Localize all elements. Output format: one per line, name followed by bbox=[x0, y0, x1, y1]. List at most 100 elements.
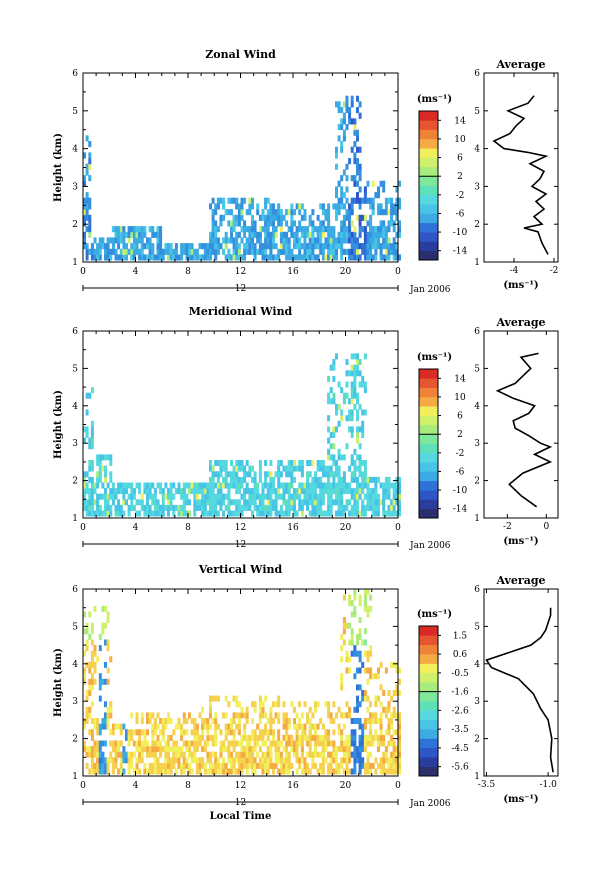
heatmap-cell bbox=[387, 768, 391, 775]
heatmap-cell bbox=[83, 203, 86, 210]
heatmap-cell bbox=[377, 476, 380, 483]
heatmap-cell bbox=[127, 729, 131, 736]
heatmap-cell bbox=[237, 740, 241, 747]
heatmap-cell bbox=[227, 729, 231, 736]
heatmap-cell bbox=[269, 493, 273, 500]
heatmap-cell bbox=[285, 220, 289, 227]
heatmap-cell bbox=[201, 757, 205, 764]
heatmap-cell bbox=[104, 605, 107, 612]
heatmap-cell bbox=[85, 645, 89, 652]
heatmap-cell bbox=[350, 432, 354, 438]
heatmap-cell bbox=[219, 768, 223, 775]
y-tick-label: 4 bbox=[72, 145, 78, 155]
heatmap-cell bbox=[253, 476, 257, 483]
average-y-tick-label: 2 bbox=[474, 735, 480, 745]
heatmap-cell bbox=[311, 762, 315, 769]
heatmap-cell bbox=[342, 392, 346, 399]
heatmap-cell bbox=[256, 488, 260, 495]
heatmap-cell bbox=[146, 482, 149, 489]
heatmap-cell bbox=[106, 504, 110, 511]
heatmap-cell bbox=[398, 718, 401, 724]
heatmap-cell bbox=[350, 650, 354, 657]
heatmap-cell bbox=[101, 740, 105, 747]
heatmap-cell bbox=[356, 650, 359, 657]
heatmap-cell bbox=[358, 723, 362, 730]
heatmap-cell bbox=[138, 751, 142, 758]
heatmap-cell bbox=[159, 729, 163, 736]
heatmap-cell bbox=[245, 471, 249, 478]
heatmap-cell bbox=[285, 243, 289, 250]
heatmap-cell bbox=[324, 510, 328, 517]
heatmap-cell bbox=[319, 488, 323, 495]
heatmap-cell bbox=[335, 248, 338, 255]
heatmap-cell bbox=[106, 723, 110, 730]
heatmap-cell bbox=[237, 482, 241, 489]
heatmap-cell bbox=[371, 762, 375, 769]
heatmap-cell bbox=[206, 493, 210, 500]
heatmap-cell bbox=[332, 375, 336, 382]
heatmap-cell bbox=[222, 746, 226, 753]
heatmap-cell bbox=[363, 482, 367, 489]
heatmap-cell bbox=[363, 667, 367, 674]
heatmap-cell bbox=[151, 723, 155, 730]
heatmap-cell bbox=[138, 237, 142, 244]
heatmap-cell bbox=[371, 673, 375, 680]
heatmap-cell bbox=[300, 499, 304, 506]
heatmap-cell bbox=[140, 499, 144, 506]
heatmap-cell bbox=[285, 768, 289, 775]
heatmap-cell bbox=[96, 504, 100, 511]
heatmap-cell bbox=[258, 226, 262, 233]
heatmap-cell bbox=[387, 723, 391, 730]
heatmap-cell bbox=[293, 460, 296, 466]
heatmap-cell bbox=[358, 231, 362, 238]
heatmap-cell bbox=[98, 746, 102, 753]
heatmap-cell bbox=[324, 471, 328, 478]
heatmap-cell bbox=[272, 488, 275, 495]
heatmap-cell bbox=[125, 734, 128, 741]
heatmap-cell bbox=[348, 426, 352, 433]
heatmap-cell bbox=[253, 482, 257, 489]
heatmap-cell bbox=[164, 740, 168, 747]
heatmap-cell bbox=[193, 254, 197, 261]
heatmap-cell bbox=[303, 701, 307, 708]
heatmap-cell bbox=[300, 510, 304, 517]
heatmap-cell bbox=[321, 231, 325, 238]
heatmap-cell bbox=[316, 740, 320, 747]
heatmap-cell bbox=[348, 639, 352, 646]
heatmap-cell bbox=[379, 718, 383, 724]
y-tick-label: 3 bbox=[72, 439, 78, 449]
heatmap-cell bbox=[285, 248, 289, 255]
heatmap-cell bbox=[101, 768, 105, 775]
heatmap-cell bbox=[96, 499, 100, 506]
heatmap-cell bbox=[85, 471, 89, 478]
heatmap-cell bbox=[222, 460, 226, 466]
heatmap-cell bbox=[214, 471, 218, 478]
heatmap-cell bbox=[329, 718, 333, 724]
heatmap-cell bbox=[303, 237, 307, 244]
heatmap-cell bbox=[83, 718, 86, 724]
heatmap-cell bbox=[122, 254, 126, 261]
heatmap-cell bbox=[342, 723, 346, 730]
heatmap-cell bbox=[96, 746, 100, 753]
heatmap-cell bbox=[350, 740, 354, 747]
colorbar-swatch bbox=[419, 663, 438, 674]
heatmap-cell bbox=[314, 237, 317, 244]
heatmap-cell bbox=[340, 141, 344, 148]
heatmap-cell bbox=[282, 762, 286, 769]
heatmap-cell bbox=[106, 718, 110, 724]
heatmap-cell bbox=[101, 751, 105, 758]
heatmap-cell bbox=[390, 203, 394, 210]
heatmap-cell bbox=[298, 248, 302, 255]
heatmap-cell bbox=[319, 504, 323, 511]
heatmap-cell bbox=[277, 465, 281, 472]
heatmap-cell bbox=[366, 757, 370, 764]
heatmap-cell bbox=[90, 488, 94, 495]
heatmap-cell bbox=[201, 504, 205, 511]
heatmap-cell bbox=[261, 493, 265, 500]
heatmap-cell bbox=[337, 420, 341, 427]
heatmap-cell bbox=[329, 248, 333, 255]
heatmap-cell bbox=[253, 706, 257, 713]
heatmap-cell bbox=[295, 734, 299, 741]
x-tick-label: 16 bbox=[287, 523, 299, 533]
heatmap-cell bbox=[88, 611, 92, 618]
